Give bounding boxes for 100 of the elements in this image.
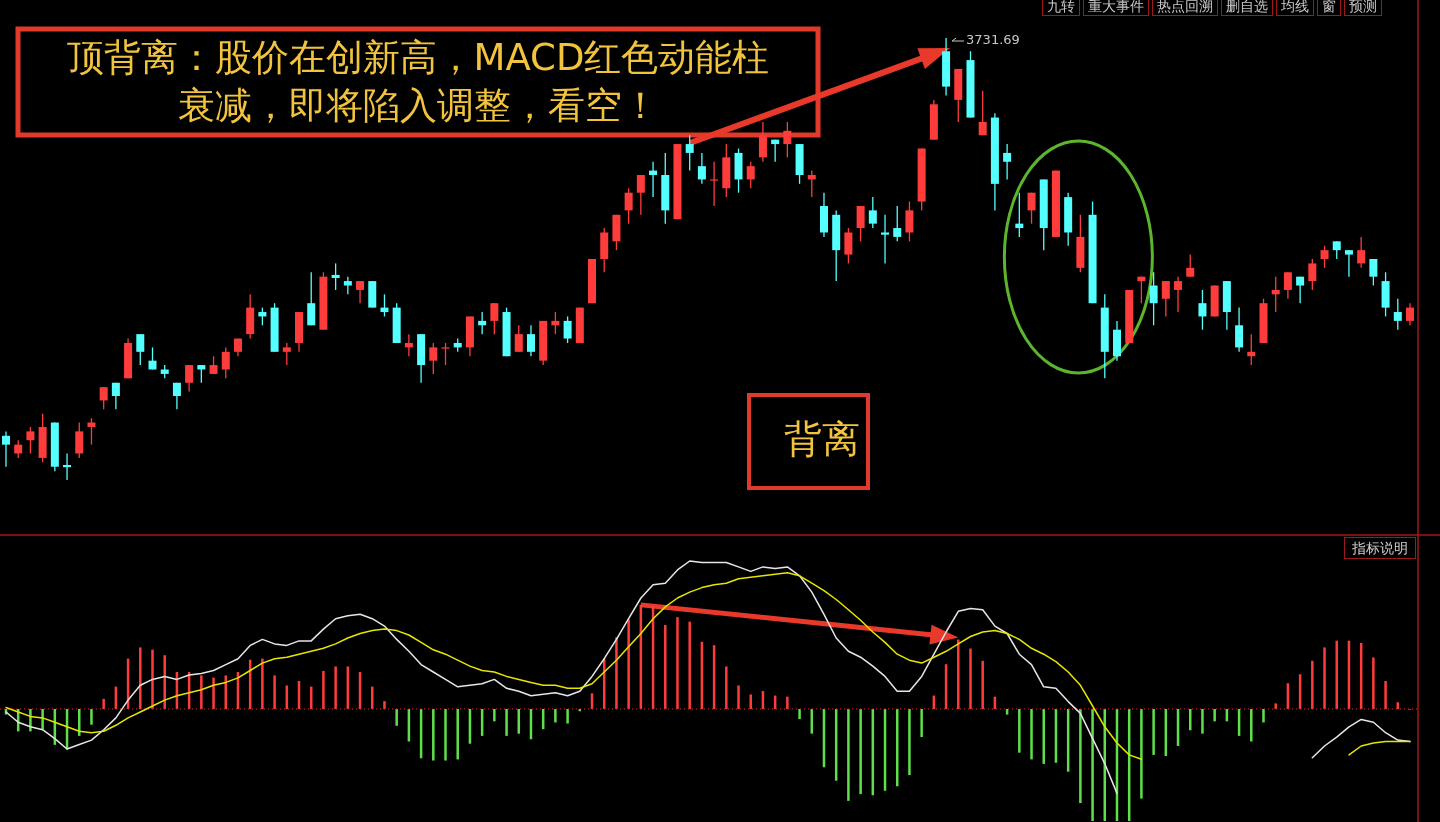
candlestick — [111, 382, 120, 410]
candlestick — [87, 417, 96, 446]
candlestick — [2, 430, 10, 468]
bar — [273, 675, 276, 709]
candlestick — [1161, 280, 1170, 318]
candlestick — [710, 161, 719, 207]
candlestick — [148, 346, 157, 371]
bar — [847, 709, 850, 801]
text: 热点回溯 — [1152, 0, 1218, 16]
bar — [200, 675, 203, 709]
bar — [505, 709, 508, 736]
bar — [1274, 703, 1277, 709]
bar — [1201, 709, 1204, 734]
bar — [102, 698, 105, 709]
candlestick — [1320, 245, 1329, 269]
bar — [78, 709, 81, 736]
candlestick — [1015, 192, 1024, 238]
bar — [1152, 709, 1155, 755]
candlestick — [441, 342, 450, 366]
candlestick — [1174, 276, 1183, 313]
bar — [1335, 640, 1338, 709]
candlestick — [649, 161, 658, 198]
candlestick — [514, 324, 523, 353]
candlestick — [1271, 276, 1280, 313]
candlestick — [1198, 289, 1207, 331]
candlestick — [1137, 276, 1146, 304]
annotation: 背离 — [783, 416, 860, 463]
bar — [139, 647, 142, 709]
candlestick — [172, 382, 181, 410]
candlestick — [758, 121, 767, 163]
candlestick — [636, 174, 645, 216]
candlestick — [685, 134, 694, 172]
bar — [554, 709, 557, 723]
bar — [664, 625, 667, 709]
candlestick — [746, 161, 755, 189]
bar — [859, 709, 862, 795]
bar — [969, 648, 972, 709]
bar — [444, 709, 447, 761]
text: 九转 — [1042, 0, 1080, 16]
bar — [322, 670, 325, 709]
bar — [41, 709, 44, 730]
bar — [334, 666, 337, 709]
candlestick — [1027, 192, 1036, 225]
bar — [1042, 709, 1045, 764]
bar — [1384, 681, 1387, 709]
candlestick — [697, 152, 706, 185]
bar — [1250, 709, 1253, 742]
bar — [957, 639, 960, 709]
candlestick — [1344, 249, 1353, 278]
candlestick — [893, 205, 902, 242]
candlestick — [881, 214, 890, 265]
candlestick — [1235, 306, 1244, 353]
bar — [1030, 709, 1033, 760]
bar — [432, 709, 435, 761]
bar — [1140, 709, 1143, 799]
annotation: 3731.69 — [966, 32, 1020, 48]
candlestick — [844, 227, 853, 265]
bar — [383, 701, 386, 709]
bar — [1018, 709, 1021, 753]
candlestick — [429, 342, 438, 375]
candlestick — [221, 346, 230, 379]
candlestick — [478, 311, 487, 335]
bar — [1262, 709, 1265, 723]
candlestick — [856, 205, 865, 242]
bar — [1311, 660, 1314, 709]
candlestick — [624, 187, 633, 225]
candlestick — [551, 311, 560, 335]
text: 指标说明 — [1344, 537, 1416, 559]
bar — [615, 637, 618, 709]
bar — [1213, 709, 1216, 722]
bar — [1079, 709, 1082, 804]
candlestick — [1283, 271, 1292, 300]
candlestick — [75, 421, 84, 459]
candlestick — [905, 200, 914, 242]
bar — [981, 660, 984, 709]
bar — [1091, 709, 1094, 821]
candlestick — [282, 342, 291, 366]
candlestick — [1186, 253, 1195, 278]
candlestick — [526, 324, 535, 357]
bar — [371, 686, 374, 709]
text: 删自选 — [1221, 0, 1273, 16]
candlestick — [356, 280, 365, 304]
bar — [627, 619, 630, 709]
bar — [798, 709, 801, 720]
text: 均线 — [1276, 0, 1314, 16]
candlestick — [807, 169, 816, 198]
bar — [920, 709, 923, 737]
bar — [1372, 657, 1375, 709]
candlestick — [307, 271, 316, 326]
candlestick — [1149, 271, 1158, 326]
text: 预测 — [1344, 0, 1382, 16]
candlestick — [868, 196, 877, 229]
bar — [90, 709, 93, 725]
bar — [261, 658, 264, 709]
candlestick — [380, 293, 389, 318]
bar — [456, 709, 459, 760]
text: 重大事件 — [1083, 0, 1149, 16]
candlestick — [783, 121, 792, 158]
candlestick — [490, 302, 499, 335]
candlestick — [1369, 258, 1378, 287]
